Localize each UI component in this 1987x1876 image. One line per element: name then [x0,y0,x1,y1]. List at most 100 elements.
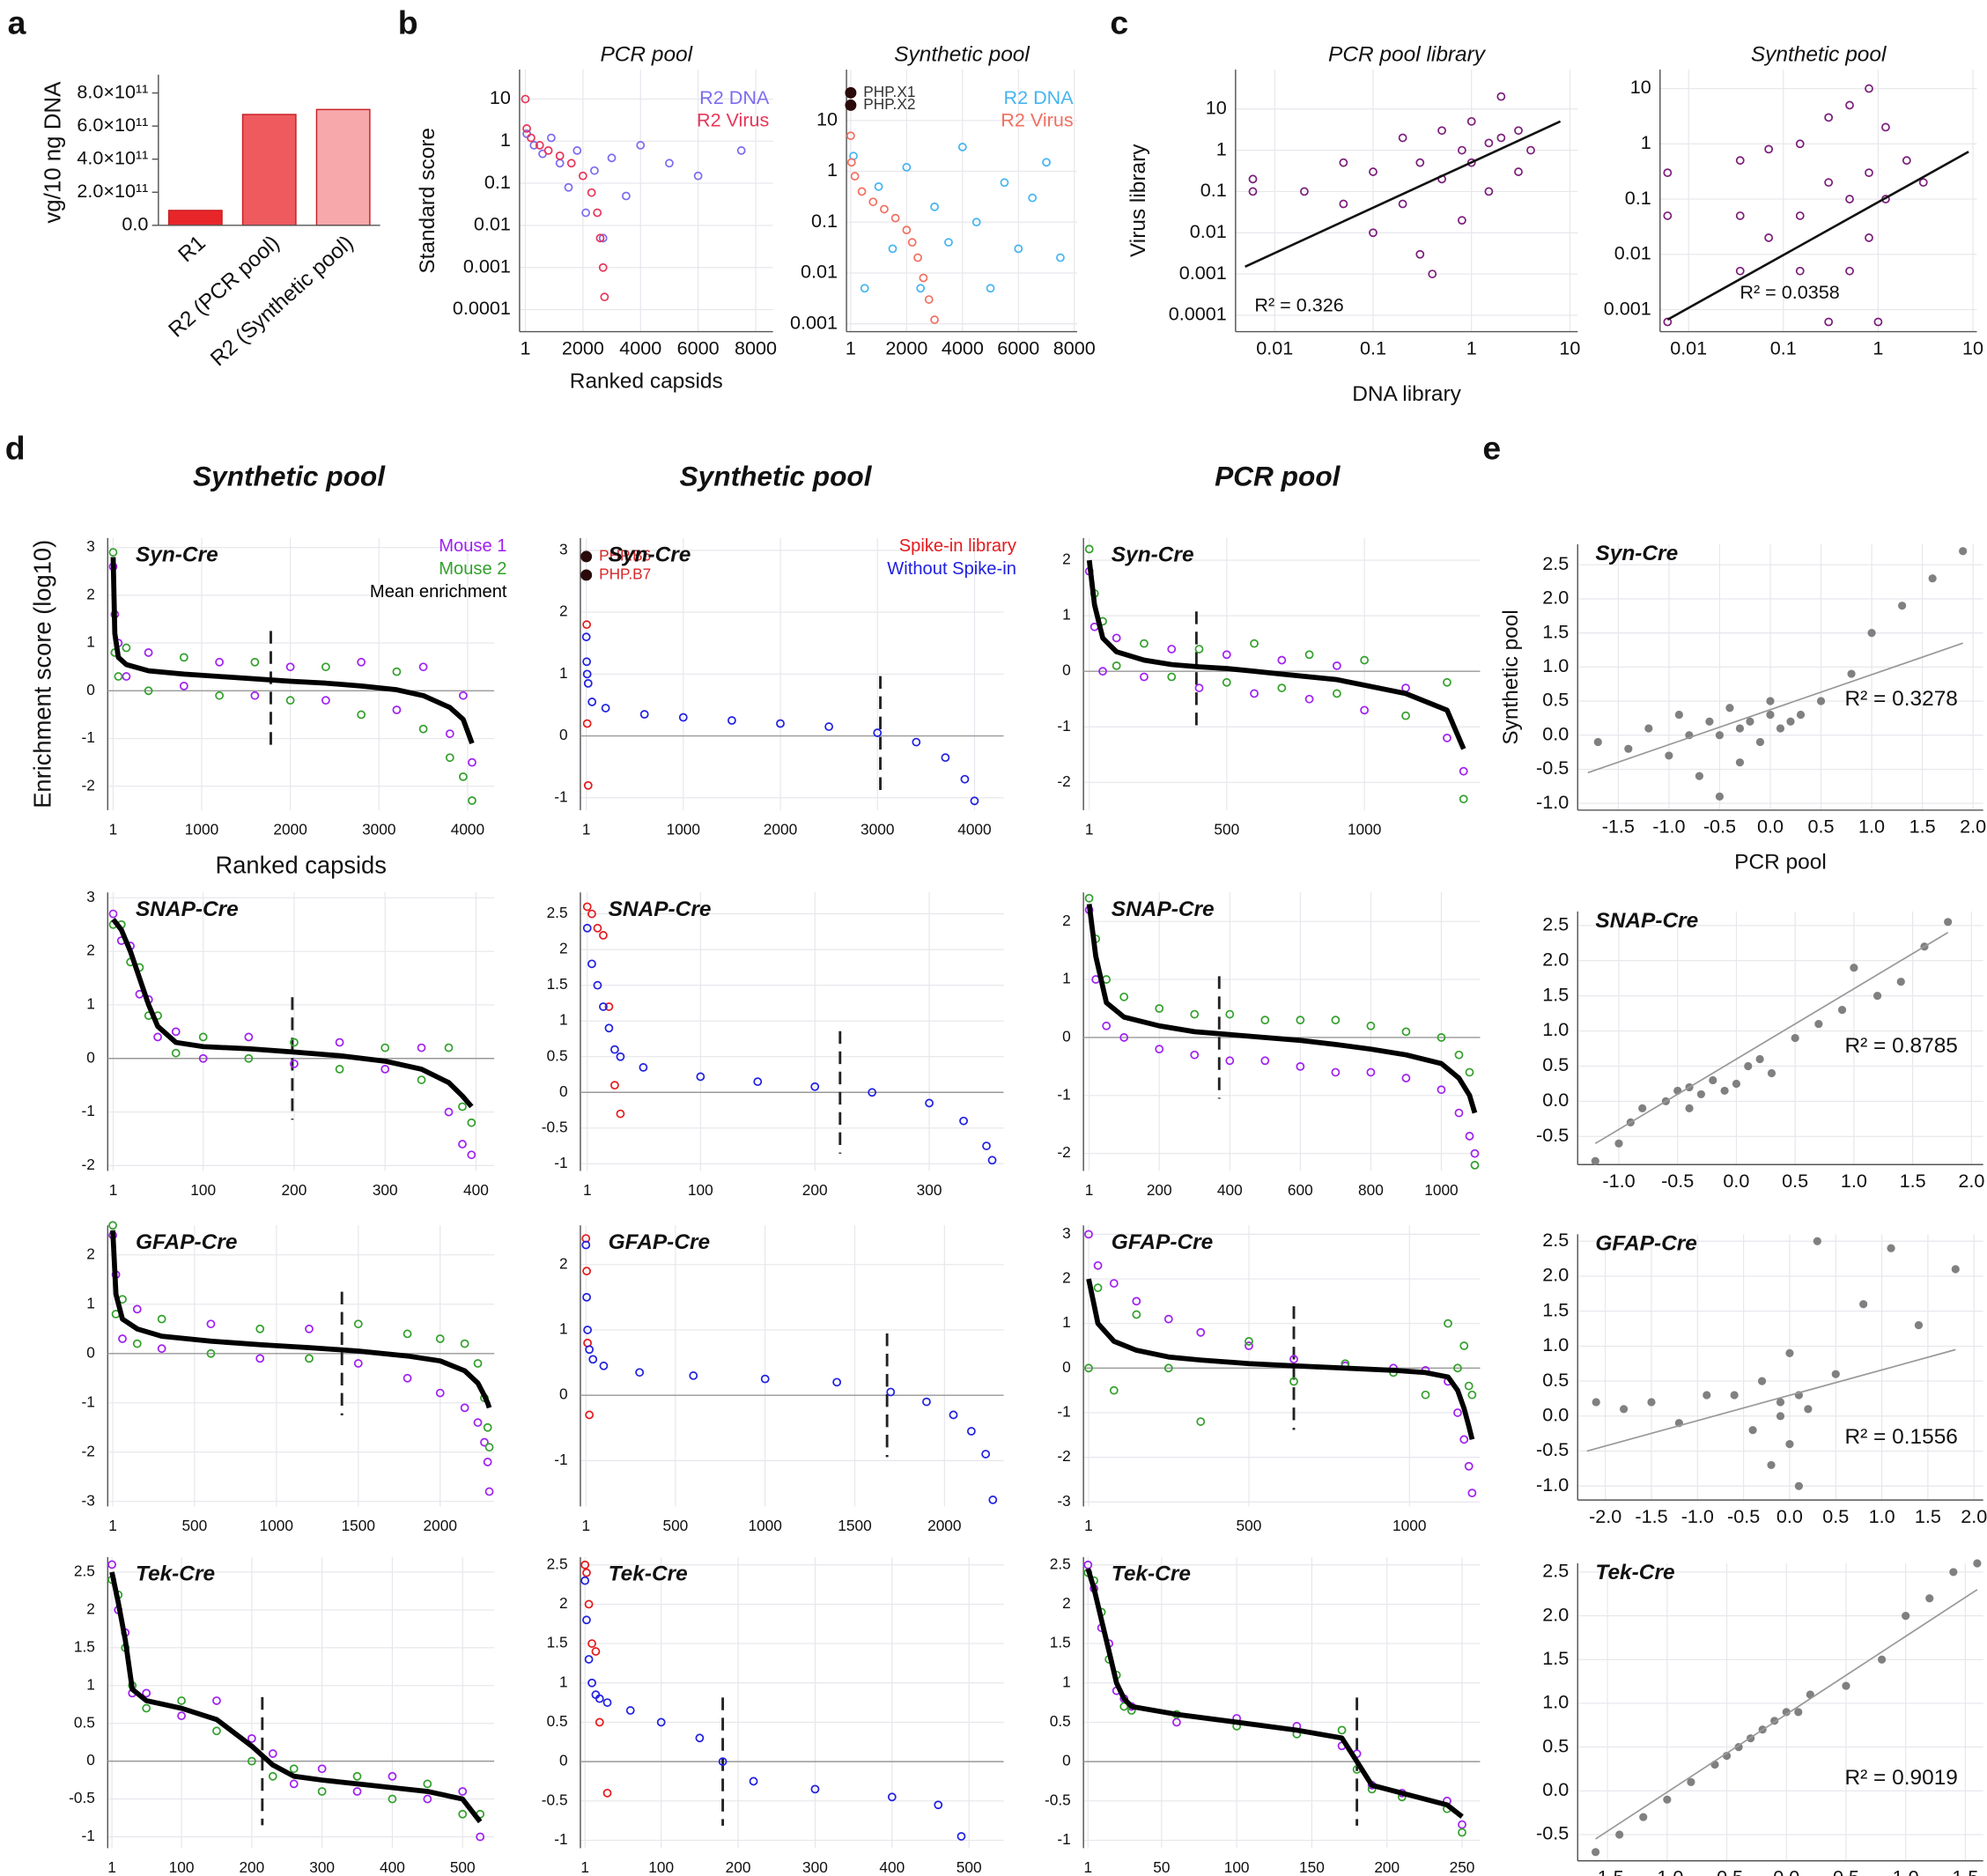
x-tick-label: 1.0 [1869,1505,1895,1527]
point [144,686,153,696]
point [868,1088,877,1097]
y-tick-label: -1 [82,1392,95,1410]
point [1837,1006,1847,1015]
point [157,1314,166,1324]
y-tick-label: 1 [1062,606,1071,624]
point [696,1072,705,1082]
point [171,1027,181,1037]
y-tick-label: 0.01 [1190,220,1227,242]
point [335,1038,344,1047]
point [108,1221,117,1230]
x-tick-label: 1000 [185,820,218,838]
point [153,1032,162,1042]
point [1163,1363,1173,1373]
bar [315,108,371,226]
point [1591,1848,1600,1857]
column-title: PCR pool [1215,461,1341,492]
x-tick-label: 2.0 [1958,1170,1984,1192]
point [1172,1717,1181,1727]
panel-title: Syn-Cre [1595,542,1678,565]
point [960,774,970,784]
y-tick-label: 2.5 [74,1562,95,1580]
y-tick-label: 0.01 [474,213,511,235]
x-tick-label: 1 [1085,1181,1094,1199]
panel-title: Syn-Cre [136,543,218,566]
point [1928,574,1937,583]
point [1339,199,1348,209]
point [1132,1310,1141,1319]
point [1816,697,1826,705]
point [1795,266,1805,276]
x-tick-label: 200 [1147,1181,1172,1199]
point [922,1397,931,1407]
x-tick-label: 1 [1466,336,1477,358]
point [873,728,883,737]
y-tick-label: 0 [1062,1752,1071,1769]
point [1831,1370,1840,1378]
x-tick-label: 1 [583,1181,592,1199]
point [753,1077,763,1086]
point [305,1324,314,1333]
x-tick-label: 3000 [362,820,395,838]
y-tick-label: 10 [490,86,511,108]
point [1715,792,1725,801]
x-tick-label: 10 [1559,336,1580,358]
x-tick-label: -1.5 [1602,816,1635,838]
r2-label: R² = 0.3278 [1844,687,1957,711]
x-tick-label: 400 [463,1181,489,1199]
point [1703,1391,1711,1400]
point [321,662,330,672]
x-tick-label: 1500 [342,1517,375,1534]
point [107,1560,116,1569]
point [1685,1104,1694,1112]
point [1467,1488,1477,1498]
point [215,657,225,667]
y-tick-label: 2.5 [1050,1555,1071,1572]
point [981,1450,991,1459]
point [1109,1279,1119,1288]
point [1366,1021,1376,1030]
legend-label: R2 DNA [1004,86,1075,108]
y-tick-label: 2.5 [1542,552,1569,574]
point [1526,145,1535,155]
x-tick-label: 500 [957,1858,982,1876]
point [1454,1108,1464,1118]
point [1014,244,1023,254]
point [1786,717,1795,726]
y-tick-label: 0.5 [547,1712,568,1730]
point [1755,1054,1764,1064]
x-tick-label: 1000 [1392,1517,1426,1534]
point [1248,174,1258,184]
point [1453,1408,1462,1417]
point [1850,964,1858,972]
x-tick-label: 0.01 [1256,336,1293,358]
y-tick-label: 0.001 [1604,297,1651,319]
x-tick-label: 1 [109,820,118,838]
point [1624,744,1633,753]
point [247,1733,256,1743]
x-tick-label: 2.0 [1960,816,1986,838]
point [1225,1009,1235,1019]
x-tick-label: 4000 [957,820,991,838]
y-tick-label: 1.0 [1542,1333,1569,1355]
point [595,1717,604,1727]
x-tick-label: 1 [109,1181,118,1199]
point [142,1688,151,1698]
point [616,1052,625,1061]
point [1196,1417,1206,1426]
point [1785,1439,1794,1449]
point [860,284,869,293]
point [888,244,897,254]
point [1194,645,1204,654]
point [1614,1139,1623,1148]
point [179,653,188,662]
point [255,1354,265,1363]
point [388,1794,397,1804]
x-tick-label: 200 [726,1858,751,1876]
legend-label: Mean enrichment [370,582,507,602]
y-axis-label: Virus library [1126,144,1150,257]
y-tick-label: 10 [1630,76,1651,98]
panel-title: Tek-Cre [1112,1562,1191,1585]
point [1300,187,1309,196]
